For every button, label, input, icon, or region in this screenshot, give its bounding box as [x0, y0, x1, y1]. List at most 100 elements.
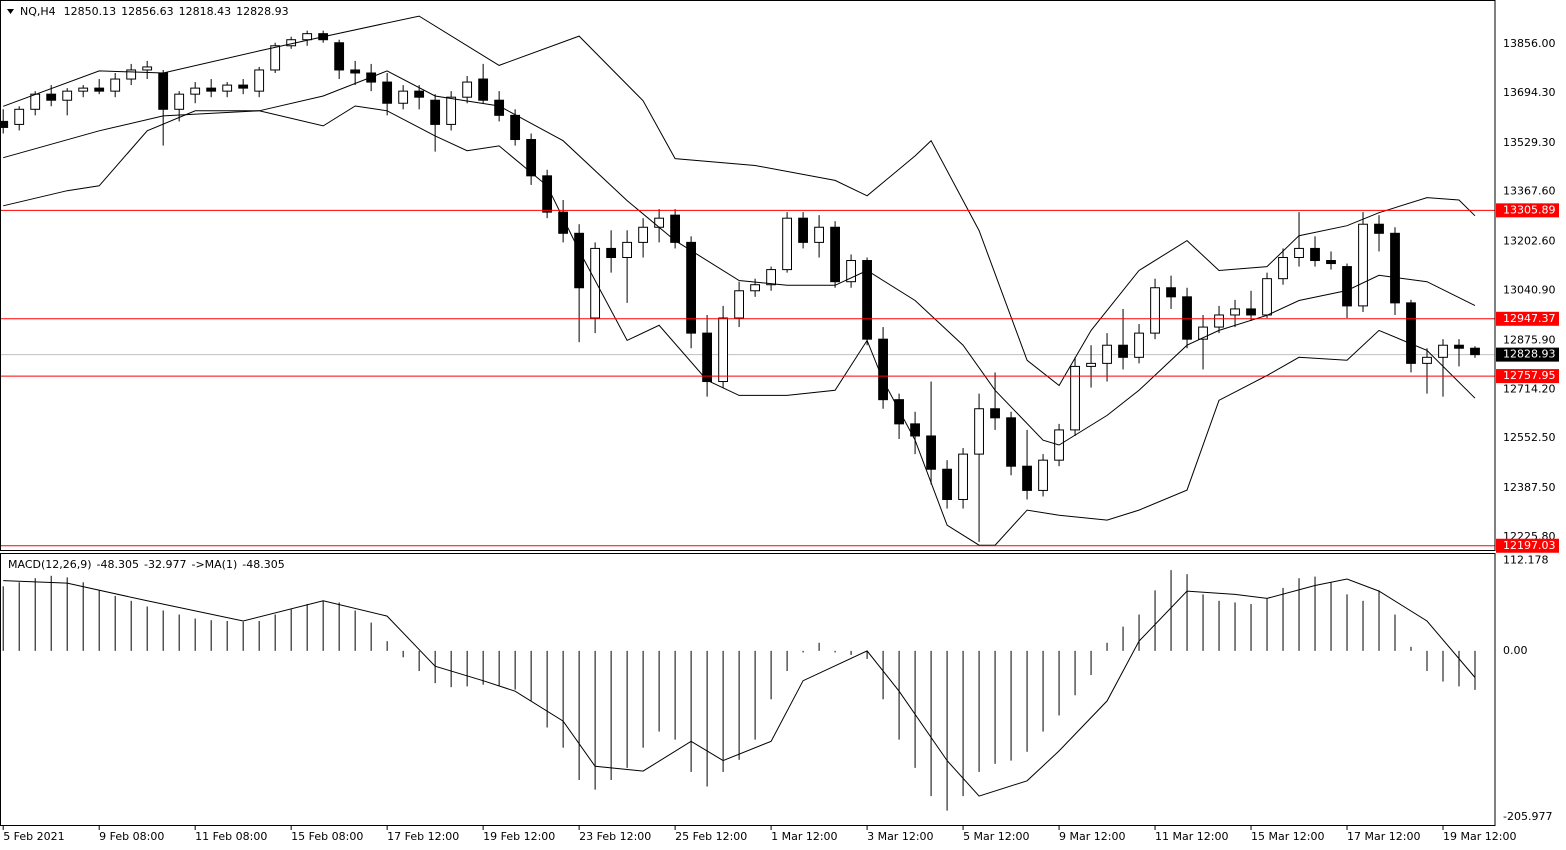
grid-layer: [0, 354, 1495, 830]
candle-body: [1294, 247, 1304, 259]
macd-panel-frame: [0, 553, 1496, 826]
candle-body: [1118, 344, 1128, 358]
candle-body: [1390, 232, 1400, 304]
candle-body: [958, 453, 968, 500]
candle-body: [1422, 356, 1432, 364]
candle-body: [126, 69, 137, 80]
candle-body: [622, 241, 633, 259]
candle-body: [1214, 314, 1224, 328]
close: 12828.93: [236, 5, 289, 18]
candle-body: [1326, 260, 1336, 265]
candle-body: [398, 90, 409, 104]
candle-body: [158, 72, 169, 110]
signal-label: ->MA(1): [191, 558, 237, 571]
candle-body: [414, 90, 425, 98]
y-tick-label: 0.00: [1503, 644, 1528, 657]
candle-body: [1134, 332, 1144, 358]
x-tick-label: 3 Mar 12:00: [867, 830, 933, 843]
x-tick-label: 19 Feb 12:00: [483, 830, 555, 843]
candle-body: [1198, 326, 1208, 340]
candle-body: [1438, 344, 1448, 358]
candle-body: [1278, 257, 1288, 280]
candle-body: [574, 232, 585, 289]
candle-body: [1454, 344, 1464, 349]
price-panel-frame: [0, 0, 1496, 551]
x-tick-label: 5 Mar 12:00: [963, 830, 1029, 843]
bollinger-band: [3, 105, 1476, 546]
candle-body: [494, 99, 505, 116]
last-price-label: 12828.93: [1503, 348, 1556, 361]
candle-body: [1342, 266, 1352, 307]
bollinger-band: [3, 15, 1476, 387]
level-label: 13305.89: [1503, 203, 1556, 216]
candle-body: [1358, 223, 1368, 307]
x-tick-label: 11 Mar 12:00: [1155, 830, 1228, 843]
candle-body: [862, 260, 872, 340]
level-label: 12197.03: [1503, 539, 1556, 552]
candle-body: [78, 87, 89, 92]
candle-body: [830, 226, 840, 283]
candle-body: [222, 84, 233, 92]
candle-body: [334, 42, 345, 71]
x-tick-label: 1 Mar 12:00: [771, 830, 837, 843]
candle-body: [942, 468, 952, 500]
x-tick-label: 11 Feb 08:00: [195, 830, 267, 843]
candle-body: [430, 99, 441, 125]
level-label-bg: [1496, 369, 1559, 384]
candle-body: [1166, 287, 1176, 298]
open: 12850.13: [64, 5, 117, 18]
candle-body: [462, 81, 473, 98]
last-price-bg: [1496, 347, 1559, 362]
candle-body: [238, 84, 249, 89]
level-label: 12757.95: [1503, 369, 1556, 382]
candle-body: [190, 87, 201, 95]
y-tick-label: 13694.30: [1503, 86, 1556, 99]
candle-body: [206, 87, 217, 92]
candle-body: [654, 217, 665, 228]
candle-body: [1070, 365, 1080, 431]
level-label-bg: [1496, 311, 1559, 326]
candle-body: [1150, 287, 1160, 334]
x-tick-label: 5 Feb 2021: [3, 830, 64, 843]
level-label-bg: [1496, 538, 1559, 553]
candle-body: [1038, 459, 1048, 491]
candle-body: [446, 96, 457, 125]
candle-body: [542, 175, 553, 213]
candle-body: [382, 81, 393, 104]
bollinger-band: [3, 70, 1476, 446]
macd-value: -48.305: [97, 558, 139, 571]
candle-body: [62, 90, 73, 101]
candle-body: [606, 247, 617, 259]
y-tick-label: 12387.50: [1503, 481, 1556, 494]
labels-layer: 13856.00 13694.30 13529.30 13367.60 13202.60…: [3, 37, 1559, 843]
y-tick-label: 13202.60: [1503, 235, 1556, 248]
candle-body: [718, 317, 729, 383]
candle-body: [990, 408, 1000, 419]
y-tick-label: 13529.30: [1503, 136, 1556, 149]
low: 12818.43: [179, 5, 232, 18]
candle-body: [1086, 362, 1096, 367]
candle-body: [478, 78, 489, 101]
collapse-arrow[interactable]: [7, 9, 14, 14]
candle-body: [1182, 296, 1192, 340]
candle-body: [14, 108, 25, 125]
x-tick-label: 17 Mar 12:00: [1347, 830, 1420, 843]
candle-body: [814, 226, 824, 243]
candle-body: [750, 284, 760, 292]
y-tick-label: 13040.90: [1503, 284, 1556, 297]
x-tick-label: 15 Feb 08:00: [291, 830, 363, 843]
candle-body: [1230, 308, 1240, 316]
high: 12856.63: [121, 5, 174, 18]
candle-body: [766, 269, 776, 286]
candle-body: [1006, 417, 1016, 467]
candle-body: [174, 93, 185, 110]
ma-value: -48.305: [242, 558, 284, 571]
candle-body: [1102, 344, 1112, 364]
macd-header: MACD(12,26,9) -48.305 -32.977 ->MA(1) -48.30…: [8, 558, 285, 571]
y-tick-label: 12714.20: [1503, 382, 1556, 395]
candle-body: [974, 408, 984, 455]
x-tick-label: 25 Feb 12:00: [675, 830, 747, 843]
y-tick-label: 112.178: [1503, 553, 1549, 566]
